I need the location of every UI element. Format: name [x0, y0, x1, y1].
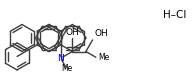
Text: OH: OH: [94, 29, 108, 38]
Text: OH: OH: [65, 27, 79, 36]
Text: N: N: [57, 54, 64, 63]
Text: Me: Me: [98, 53, 109, 62]
Text: Me: Me: [61, 64, 73, 73]
Text: H–Cl: H–Cl: [163, 10, 187, 20]
